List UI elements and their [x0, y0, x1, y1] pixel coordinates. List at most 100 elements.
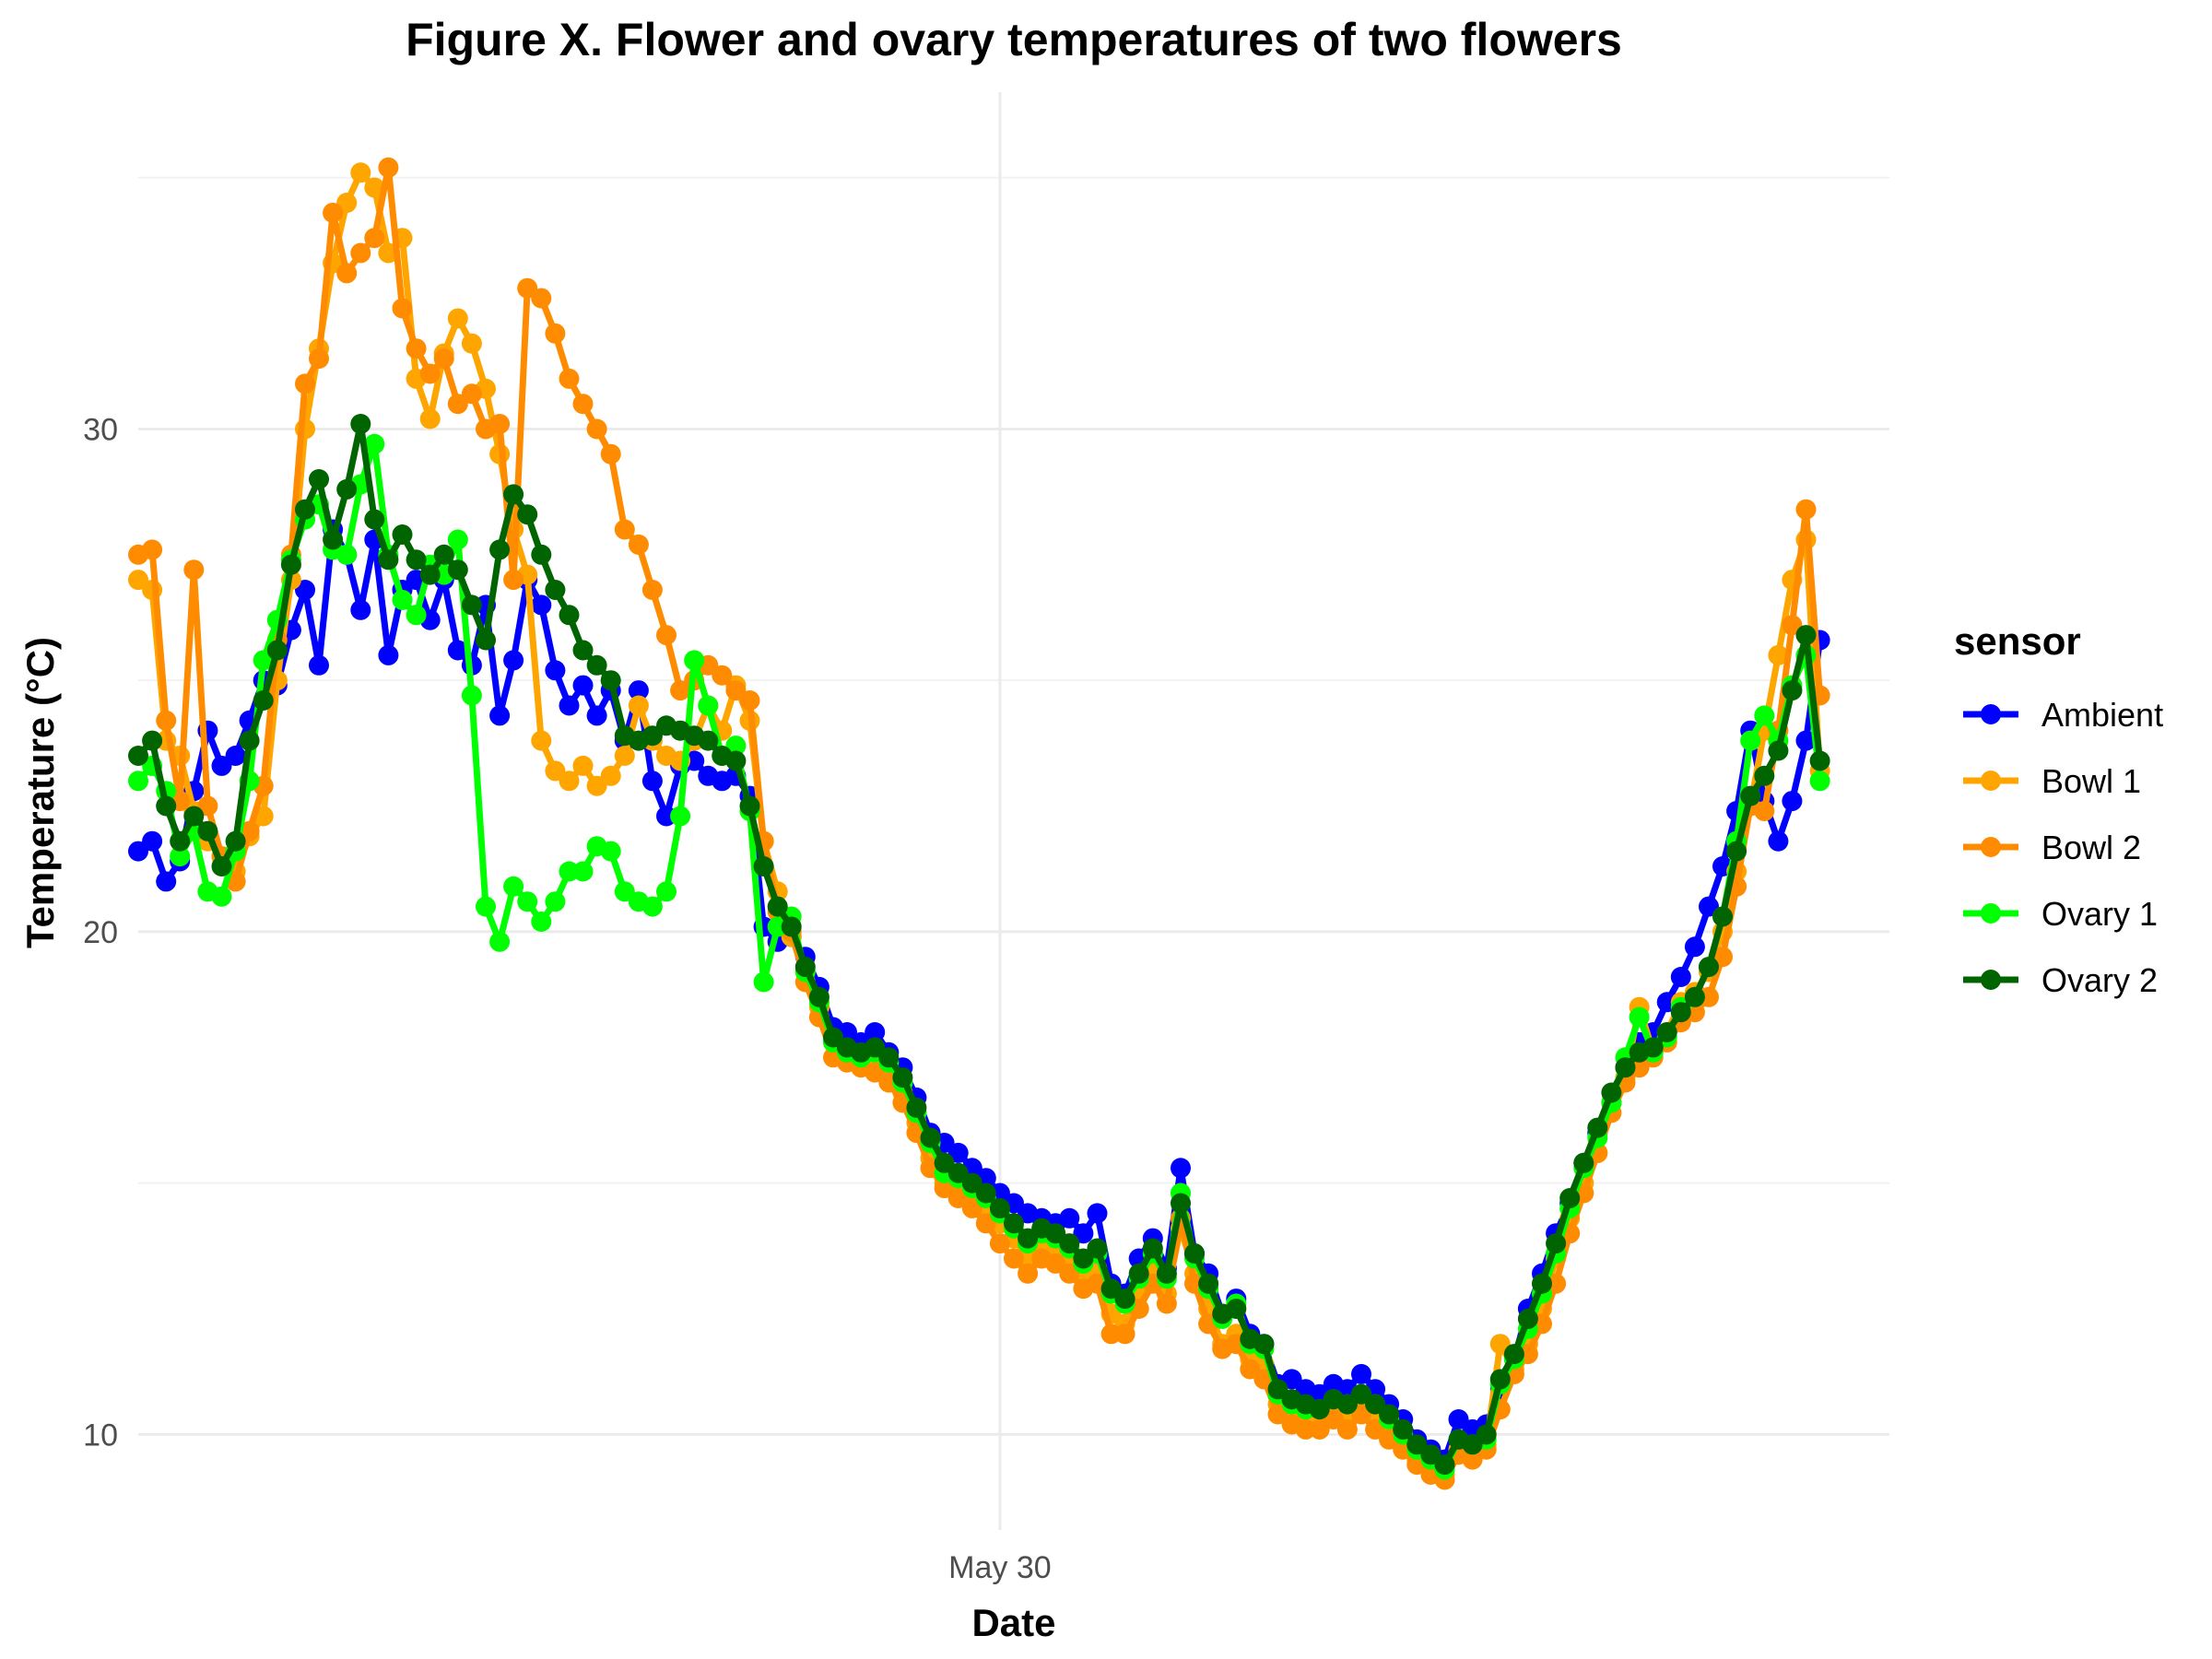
data-point [1559, 1188, 1581, 1208]
data-point [517, 504, 538, 525]
data-point [794, 957, 816, 978]
data-point [1156, 1263, 1177, 1284]
data-point [586, 654, 607, 676]
data-point [641, 771, 663, 792]
data-point [183, 559, 205, 581]
data-point [503, 650, 524, 671]
data-point [1795, 499, 1817, 520]
data-point [725, 735, 747, 757]
data-point [1309, 1399, 1330, 1420]
series-line [136, 164, 1824, 1483]
data-point [1782, 791, 1803, 812]
data-point [392, 524, 413, 545]
data-point [406, 605, 427, 626]
data-point [1309, 1418, 1330, 1440]
data-point [350, 414, 371, 434]
data-point [1546, 1273, 1567, 1294]
data-point [808, 986, 830, 1007]
series-ovary-2 [128, 414, 1830, 1476]
data-point [364, 509, 385, 530]
data-point [170, 830, 191, 852]
data-point [545, 580, 566, 600]
data-point [1336, 1394, 1358, 1415]
data-point [1615, 1057, 1636, 1078]
data-point [712, 665, 733, 686]
series-line [135, 441, 1824, 1473]
data-point [211, 755, 232, 776]
data-point [1712, 906, 1733, 927]
data-point [1573, 1152, 1594, 1173]
data-point [531, 544, 552, 565]
legend-key-point [1981, 903, 2001, 924]
data-point [892, 1067, 913, 1088]
legend-item: Ambient [1963, 696, 2163, 734]
data-point [559, 771, 580, 792]
data-point [128, 771, 148, 792]
chart-title: Figure X. Flower and ovary temperatures … [406, 14, 1622, 65]
data-point [989, 1197, 1010, 1218]
series-line [135, 169, 1824, 1478]
data-point [1379, 1404, 1400, 1425]
data-point [503, 570, 524, 591]
data-point [572, 755, 594, 776]
data-point [1684, 986, 1705, 1007]
data-point [656, 625, 677, 646]
data-point [1740, 785, 1761, 806]
data-point [975, 1182, 996, 1204]
data-point [1184, 1243, 1205, 1264]
data-point [1156, 1293, 1177, 1314]
data-point [670, 806, 691, 827]
data-point [1059, 1263, 1080, 1284]
data-point [1406, 1434, 1428, 1455]
data-point [1336, 1418, 1358, 1440]
x-axis-title: Date [971, 1601, 1055, 1644]
data-point [1073, 1223, 1094, 1244]
data-point [586, 775, 607, 796]
legend-label: Bowl 1 [2041, 762, 2141, 800]
data-point [309, 348, 329, 370]
data-point [559, 695, 580, 716]
legend-item: Bowl 2 [1963, 829, 2141, 866]
data-point [1351, 1404, 1371, 1425]
data-point [156, 710, 177, 731]
data-point [725, 750, 747, 771]
data-point [641, 580, 663, 600]
data-point [1670, 1002, 1691, 1023]
data-point [1267, 1379, 1288, 1400]
data-point [295, 499, 315, 520]
data-point [1420, 1444, 1441, 1465]
legend-label: Ovary 2 [2041, 961, 2158, 999]
data-point [364, 228, 385, 249]
data-point [1532, 1273, 1552, 1294]
data-point [156, 795, 177, 817]
data-point [1795, 625, 1817, 646]
legend-label: Bowl 2 [2041, 829, 2141, 866]
data-point [1462, 1434, 1483, 1455]
data-point [447, 308, 468, 329]
data-point [517, 891, 538, 912]
data-point [586, 705, 607, 726]
legend-label: Ambient [2041, 696, 2163, 734]
data-point [545, 660, 566, 681]
data-point [461, 594, 482, 616]
data-point [309, 469, 329, 489]
data-point [433, 544, 454, 565]
data-point [1768, 740, 1789, 761]
data-point [1114, 1288, 1135, 1310]
x-tick-label: May 30 [948, 1550, 1052, 1585]
data-point [489, 414, 511, 434]
data-point [1045, 1223, 1066, 1244]
data-point [1754, 765, 1775, 786]
data-point [753, 971, 774, 993]
data-point [1351, 1363, 1371, 1384]
data-point [419, 363, 441, 384]
data-point [1073, 1248, 1094, 1269]
legend-key-point [1981, 704, 2001, 724]
data-point [350, 599, 371, 620]
data-point [183, 806, 205, 827]
data-point [1004, 1213, 1024, 1234]
data-point [517, 277, 538, 299]
data-point [753, 856, 774, 877]
data-point [1699, 957, 1719, 978]
